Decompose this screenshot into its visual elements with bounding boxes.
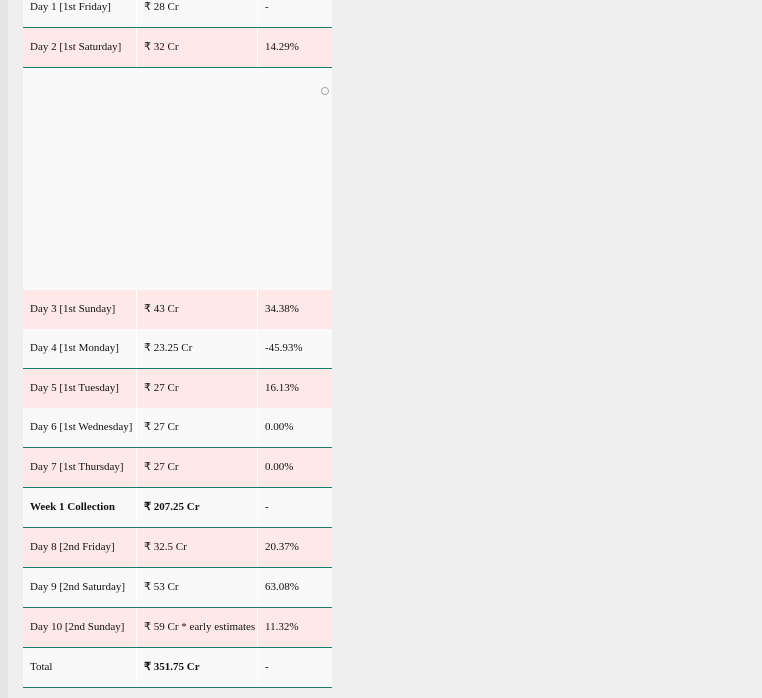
table-cell: ₹ 43 Cr (136, 290, 256, 329)
table-cell: 0.00% (257, 448, 332, 487)
table-cell: 34.38% (257, 290, 332, 329)
table-cell: Day 2 [1st Saturday] (30, 41, 122, 53)
side-strip (0, 0, 8, 698)
table-cell: Day 9 [2nd Saturday] (30, 581, 126, 593)
table-cell: Day 1 [1st Friday] (30, 1, 111, 13)
table-row: Day 5 [1st Tuesday] ₹ 27 Cr 16.13% (23, 369, 332, 409)
table-row: Day 6 [1st Wednesday] ₹ 27 Cr 0.00% (23, 408, 332, 448)
table-cell: Total (30, 661, 53, 673)
table-cell: 14.29% (257, 28, 332, 67)
table-row: Day 9 [2nd Saturday] ₹ 53 Cr 63.08% (23, 568, 332, 608)
ad-icon[interactable] (321, 87, 329, 95)
table-cell: ₹ 28 Cr (136, 0, 256, 27)
table-row: Day 3 [1st Sunday] ₹ 43 Cr 34.38% (23, 290, 332, 330)
table-cell: Day 3 [1st Sunday] (30, 303, 116, 315)
table-row: Day 10 [2nd Sunday] ₹ 59 Cr * early estim… (23, 608, 332, 648)
ad-slot (23, 68, 332, 290)
table-cell: -45.93% (257, 329, 332, 368)
table-cell: Day 7 [1st Thursday] (30, 461, 124, 473)
table-row: Day 8 [2nd Friday] ₹ 32.5 Cr 20.37% (23, 528, 332, 568)
table-cell: Day 10 [2nd Sunday] (30, 621, 125, 633)
table-row: Total ₹ 351.75 Cr - (23, 648, 332, 688)
table-cell: 0.00% (257, 408, 332, 447)
table-cell: ₹ 27 Cr (136, 408, 256, 447)
table-cell: Week 1 Collection (30, 501, 115, 513)
table-cell: ₹ 351.75 Cr (136, 648, 256, 687)
table-row: Day 7 [1st Thursday] ₹ 27 Cr 0.00% (23, 448, 332, 488)
table-cell: - (257, 488, 332, 527)
table-cell: ₹ 59 Cr * early estimates (136, 608, 256, 647)
table-cell: - (257, 0, 332, 27)
table-row: Week 1 Collection ₹ 207.25 Cr - (23, 488, 332, 528)
table-row: Day 2 [1st Saturday] ₹ 32 Cr 14.29% (23, 28, 332, 68)
table-row: Day 1 [1st Friday] ₹ 28 Cr - (23, 0, 332, 28)
table-cell: Day 5 [1st Tuesday] (30, 382, 119, 394)
table-cell: ₹ 23.25 Cr (136, 329, 256, 368)
table-cell: 11.32% (257, 608, 332, 647)
table-cell: Day 8 [2nd Friday] (30, 541, 115, 553)
table-cell: ₹ 27 Cr (136, 369, 256, 408)
table-cell: 20.37% (257, 528, 332, 567)
table-cell: ₹ 32.5 Cr (136, 528, 256, 567)
table-cell: Day 6 [1st Wednesday] (30, 421, 133, 433)
table-cell: ₹ 32 Cr (136, 28, 256, 67)
table-cell: 16.13% (257, 369, 332, 408)
table-cell: ₹ 207.25 Cr (136, 488, 256, 527)
table-cell: - (257, 648, 332, 687)
table-cell: 63.08% (257, 568, 332, 607)
table-cell: ₹ 27 Cr (136, 448, 256, 487)
table-cell: ₹ 53 Cr (136, 568, 256, 607)
table-cell: Day 4 [1st Monday] (30, 342, 119, 354)
table-row: Day 4 [1st Monday] ₹ 23.25 Cr -45.93% (23, 329, 332, 369)
